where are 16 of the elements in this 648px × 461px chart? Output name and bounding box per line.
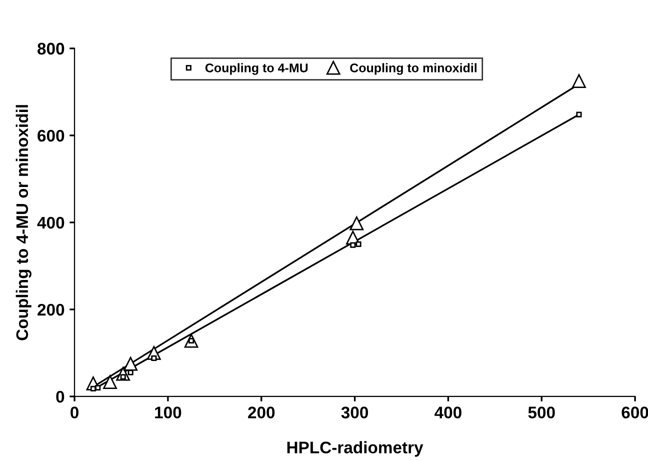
y-tick-label: 400 bbox=[37, 216, 64, 229]
x-tick-label: 500 bbox=[528, 406, 555, 418]
x-tick-label: 400 bbox=[434, 406, 462, 418]
x-tick-label: 0 bbox=[70, 406, 78, 418]
y-tick-label: 600 bbox=[38, 130, 64, 142]
y-tick-label: 800 bbox=[38, 42, 64, 55]
x-axis-title: HPLC-radiometry bbox=[287, 441, 424, 457]
x-tick-label: 200 bbox=[248, 406, 275, 418]
legend-label: Coupling to minoxidil bbox=[350, 63, 476, 75]
x-tick-label: 300 bbox=[341, 406, 368, 418]
y-axis-title: Coupling to 4-MU or minoxidil bbox=[16, 105, 32, 340]
x-tick-label: 100 bbox=[155, 406, 182, 418]
y-tick-label: 200 bbox=[38, 304, 64, 316]
legend-label: Coupling to 4-MU bbox=[205, 63, 308, 75]
y-tick-label: 0 bbox=[56, 390, 64, 403]
x-tick-label: 600 bbox=[622, 406, 648, 418]
